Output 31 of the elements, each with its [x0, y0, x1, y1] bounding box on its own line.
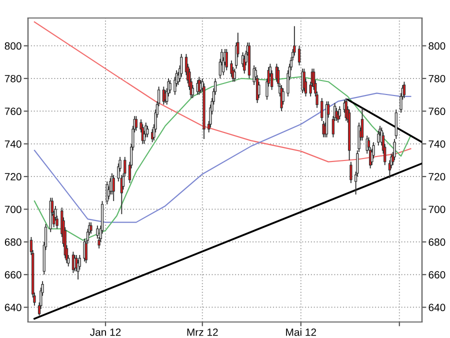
candlestick [258, 81, 260, 99]
y-tick-label: 700 [4, 206, 22, 214]
y-tick-label: 780 [4, 74, 22, 82]
y-tick-label: 760 [4, 108, 22, 116]
y2-tick-label: 740 [428, 140, 446, 148]
x-tick-label: Mai 12 [286, 328, 316, 336]
x-tick-label: Mrz 12 [187, 328, 218, 336]
x-tick-label: Jan 12 [90, 328, 121, 336]
y2-tick-label: 720 [428, 173, 446, 180]
candlestick [293, 26, 296, 56]
y2-tick-label: 640 [428, 304, 446, 312]
candlestick [76, 259, 80, 280]
candlestick [377, 130, 380, 146]
y2-tick-label: 760 [428, 108, 446, 116]
y2-tick-label: 800 [428, 42, 446, 50]
y-tick-label: 800 [4, 42, 22, 50]
candlestick [280, 84, 283, 112]
y-tick-label: 640 [4, 304, 22, 312]
y-tick-label: 680 [4, 238, 22, 246]
candlestick [350, 161, 352, 184]
candlestick [112, 174, 115, 202]
y-tick-label: 660 [4, 271, 22, 278]
candlestick [298, 45, 301, 66]
y-tick-label: 740 [4, 140, 22, 148]
candlestick [168, 80, 172, 94]
y2-tick-label: 660 [428, 271, 446, 278]
y-tick-label: 720 [4, 173, 22, 180]
candlestick [230, 60, 233, 78]
y2-tick-label: 700 [428, 206, 446, 214]
y2-tick-label: 680 [428, 238, 446, 246]
y2-tick-label: 780 [428, 74, 446, 82]
